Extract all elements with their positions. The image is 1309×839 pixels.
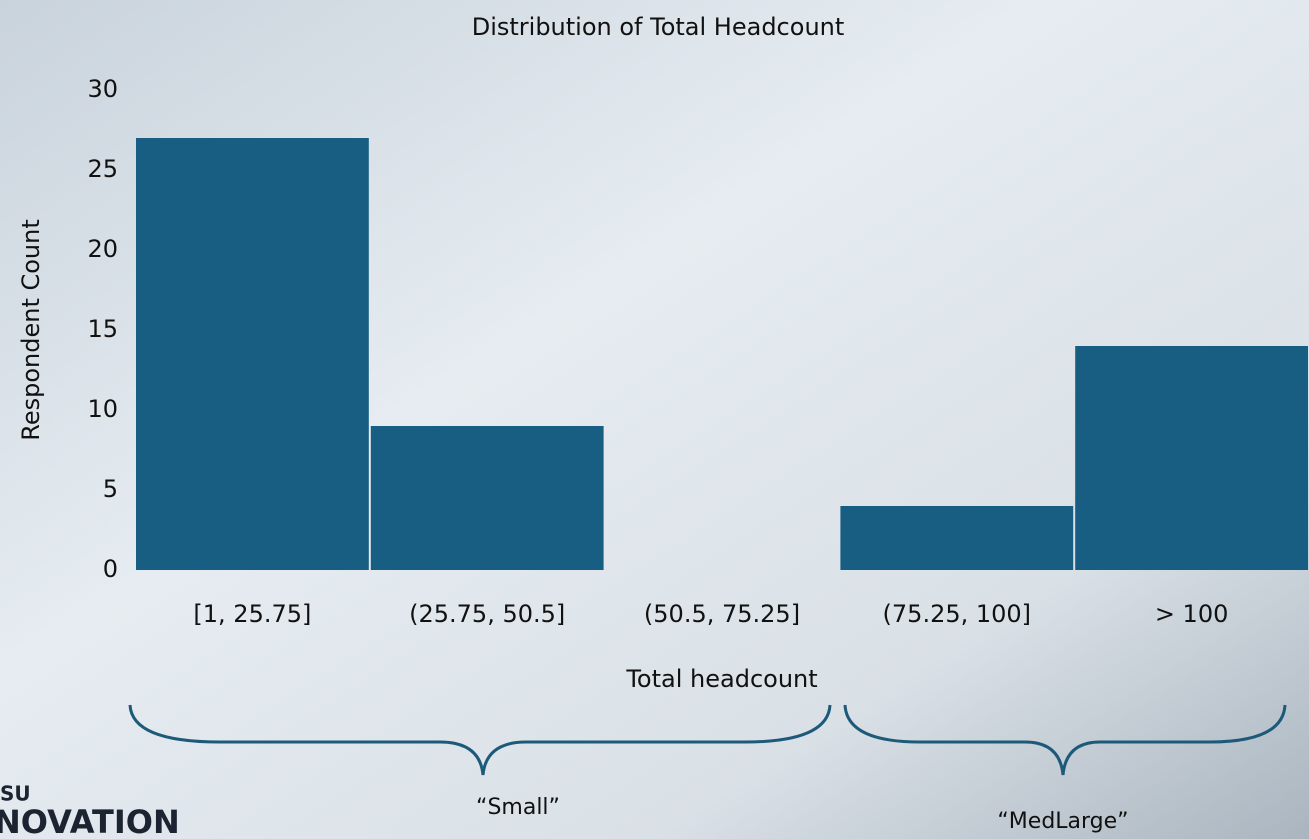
y-tick-label: 20 [87,235,118,263]
y-tick-label: 10 [87,395,118,423]
bar [371,426,604,570]
y-tick-label: 15 [87,315,118,343]
y-tick-label: 30 [87,75,118,103]
chart: Distribution of Total Headcount Responde… [0,0,1309,839]
x-tick-label: [1, 25.75] [193,600,311,628]
bar [1075,346,1308,570]
x-tick-label: > 100 [1155,600,1229,628]
logo-text: SU [0,782,31,806]
y-tick-label: 0 [103,555,118,583]
bar [136,138,369,570]
x-axis-label: Total headcount [625,665,817,693]
x-tick-label: (25.75, 50.5] [409,600,565,628]
y-axis-label: Respondent Count [17,219,45,441]
chart-title: Distribution of Total Headcount [472,13,845,41]
annotation: “Small” [476,795,560,820]
x-tick-label: (50.5, 75.25] [644,600,800,628]
y-tick-label: 25 [87,155,118,183]
y-tick-label: 5 [103,475,118,503]
bar [840,506,1073,570]
x-tick-label: (75.25, 100] [883,600,1032,628]
annotation: “MedLarge” [997,809,1128,834]
logo-text: NOVATION [0,803,180,839]
